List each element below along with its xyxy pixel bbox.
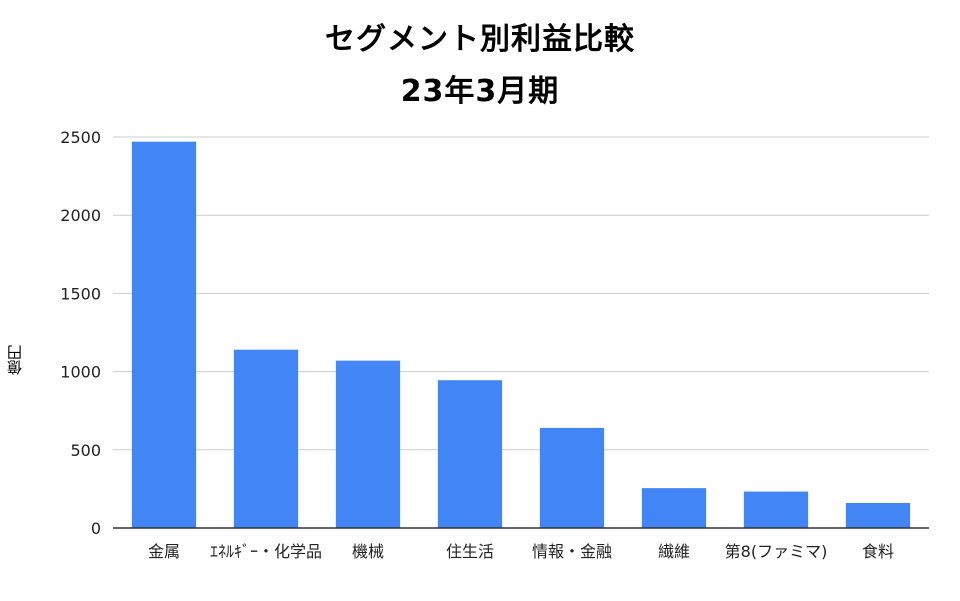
bars (131, 141, 911, 528)
x-category-label: 繊維 (658, 542, 690, 561)
chart-title: セグメント別利益比較 (325, 22, 635, 57)
chart-subtitle: 23年3月期 (400, 74, 560, 109)
bar (743, 491, 809, 528)
bar (539, 427, 605, 528)
x-category-label: 金属 (148, 542, 180, 561)
x-category-label: 食料 (862, 542, 894, 561)
bar (335, 360, 401, 528)
y-axis-ticks: 0 500 1000 1500 2000 2500 (60, 128, 101, 538)
bar (641, 488, 707, 528)
x-category-label: 住生活 (446, 542, 494, 561)
y-tick-label: 2000 (60, 206, 101, 225)
x-category-label: 機械 (352, 542, 384, 561)
y-tick-label: 500 (70, 441, 101, 460)
y-tick-label: 1000 (60, 363, 101, 382)
y-tick-label: 1500 (60, 284, 101, 303)
x-axis-categories: 金属 ｴﾈﾙｷﾞｰ・化学品 機械 住生活 情報・金融 繊維 第8(ファミマ) 食料 (148, 542, 894, 561)
x-category-label: ｴﾈﾙｷﾞｰ・化学品 (210, 542, 322, 561)
x-category-label: 情報・金融 (532, 542, 612, 561)
x-category-label: 第8(ファミマ) (725, 542, 828, 561)
bar (437, 380, 503, 528)
bar (845, 502, 911, 528)
bar (131, 141, 197, 528)
y-tick-label: 0 (91, 519, 101, 538)
bar (233, 349, 299, 528)
y-tick-label: 2500 (60, 128, 101, 147)
